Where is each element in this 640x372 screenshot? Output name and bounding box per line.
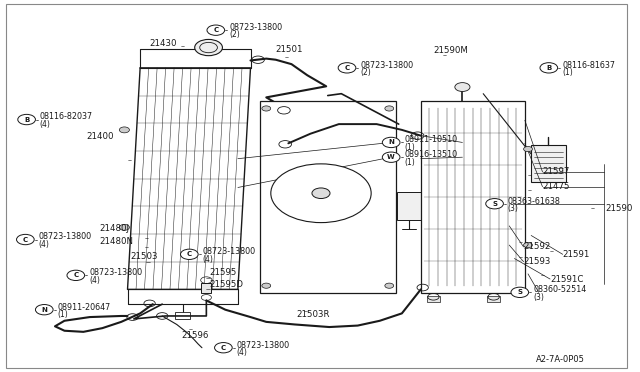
Circle shape — [382, 137, 400, 148]
Text: C: C — [221, 345, 226, 351]
Circle shape — [540, 62, 557, 73]
Circle shape — [524, 243, 532, 248]
Circle shape — [385, 283, 394, 288]
FancyBboxPatch shape — [420, 101, 525, 293]
Text: 21480J: 21480J — [99, 224, 129, 233]
Text: (4): (4) — [237, 348, 248, 357]
FancyBboxPatch shape — [487, 296, 500, 302]
Text: C: C — [213, 27, 218, 33]
Text: 21430: 21430 — [150, 39, 177, 48]
Text: 21501: 21501 — [276, 45, 303, 54]
Text: 21503: 21503 — [131, 251, 158, 261]
Text: 21480N: 21480N — [99, 237, 133, 246]
Circle shape — [119, 127, 129, 133]
FancyBboxPatch shape — [531, 145, 566, 182]
Text: 21597: 21597 — [543, 167, 570, 176]
Circle shape — [35, 305, 53, 315]
Circle shape — [207, 25, 225, 35]
Circle shape — [455, 83, 470, 92]
Circle shape — [195, 39, 223, 56]
Text: C: C — [23, 237, 28, 243]
Text: N: N — [42, 307, 47, 313]
Text: (3): (3) — [533, 293, 544, 302]
Circle shape — [385, 106, 394, 111]
Circle shape — [119, 224, 129, 230]
FancyBboxPatch shape — [397, 192, 420, 220]
Text: (2): (2) — [229, 31, 240, 39]
Text: 08116-82037: 08116-82037 — [40, 112, 93, 121]
Text: N: N — [388, 140, 394, 145]
Text: 21591: 21591 — [563, 250, 590, 259]
Circle shape — [312, 188, 330, 199]
Text: 08911-10510: 08911-10510 — [404, 135, 458, 144]
Text: (4): (4) — [89, 276, 100, 285]
Text: S: S — [492, 201, 497, 207]
Circle shape — [180, 249, 198, 260]
Circle shape — [214, 343, 232, 353]
Circle shape — [271, 164, 371, 222]
Circle shape — [486, 199, 504, 209]
Text: (4): (4) — [38, 240, 49, 249]
Text: W: W — [387, 154, 395, 160]
Text: 08116-81637: 08116-81637 — [562, 61, 615, 70]
Text: 21592: 21592 — [524, 243, 551, 251]
Text: A2-7A-0P05: A2-7A-0P05 — [536, 355, 585, 364]
Text: (2): (2) — [360, 68, 371, 77]
Text: 08911-20647: 08911-20647 — [58, 302, 111, 312]
Circle shape — [17, 234, 34, 245]
Text: (4): (4) — [40, 120, 51, 129]
Text: 21595D: 21595D — [209, 280, 243, 289]
Text: 21400: 21400 — [86, 132, 114, 141]
Text: (3): (3) — [508, 204, 518, 213]
Text: (1): (1) — [58, 310, 68, 319]
Circle shape — [511, 287, 529, 298]
Text: 08723-13800: 08723-13800 — [229, 23, 282, 32]
Circle shape — [524, 147, 532, 152]
Text: S: S — [517, 289, 522, 295]
Text: C: C — [73, 272, 78, 278]
Text: 21590M: 21590M — [433, 46, 468, 55]
Text: B: B — [24, 116, 29, 122]
Text: (1): (1) — [404, 157, 415, 167]
Text: 08360-52514: 08360-52514 — [533, 285, 586, 294]
Text: 21590: 21590 — [605, 203, 633, 213]
Circle shape — [67, 270, 84, 280]
Text: 08723-13800: 08723-13800 — [89, 268, 142, 277]
Text: C: C — [187, 251, 192, 257]
Text: C: C — [344, 65, 349, 71]
Text: 21591C: 21591C — [550, 275, 584, 283]
Text: 08723-13800: 08723-13800 — [360, 61, 413, 70]
Text: B: B — [546, 65, 552, 71]
Text: 21475: 21475 — [543, 182, 570, 191]
Text: 21503R: 21503R — [296, 310, 330, 319]
FancyBboxPatch shape — [202, 283, 211, 293]
FancyBboxPatch shape — [175, 312, 190, 319]
Text: 08916-13510: 08916-13510 — [404, 150, 458, 159]
Circle shape — [18, 114, 35, 125]
FancyBboxPatch shape — [427, 296, 440, 302]
FancyBboxPatch shape — [260, 101, 396, 293]
Circle shape — [262, 283, 271, 288]
Text: (1): (1) — [562, 68, 573, 77]
Text: 21596: 21596 — [181, 331, 209, 340]
Text: 21593: 21593 — [524, 257, 551, 266]
Text: (1): (1) — [404, 143, 415, 152]
Text: 21595: 21595 — [209, 268, 237, 277]
Text: (4): (4) — [203, 254, 214, 264]
Text: 08723-13800: 08723-13800 — [38, 232, 92, 241]
Text: 08723-13800: 08723-13800 — [237, 341, 290, 350]
Circle shape — [382, 152, 400, 162]
Circle shape — [338, 62, 356, 73]
Circle shape — [262, 106, 271, 111]
Text: 08363-61638: 08363-61638 — [508, 197, 561, 206]
Text: 08723-13800: 08723-13800 — [203, 247, 256, 256]
